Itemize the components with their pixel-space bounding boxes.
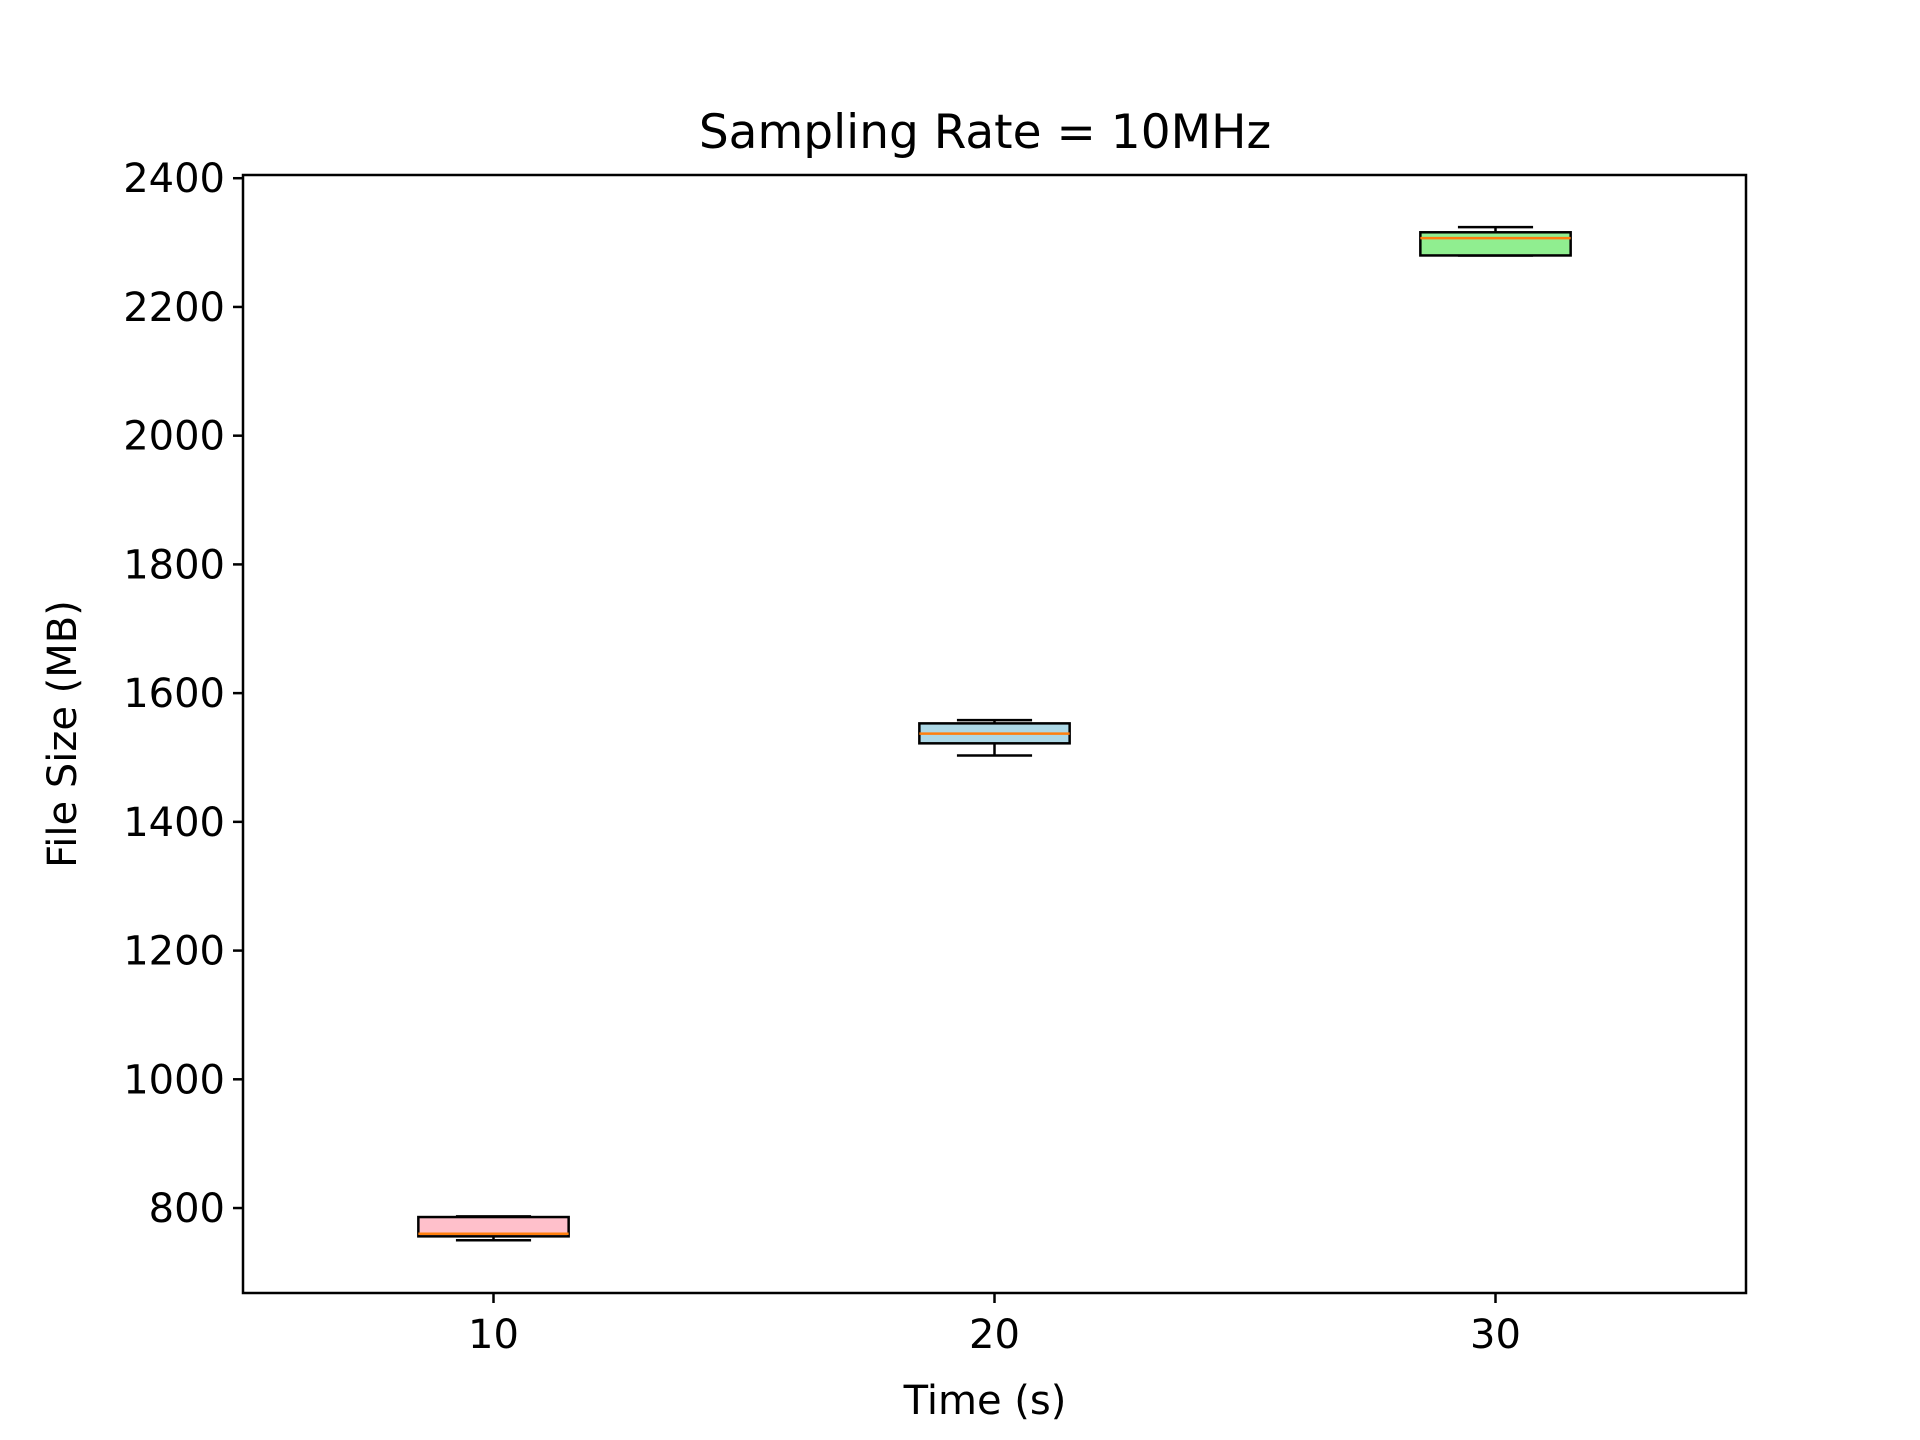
plot-area: 800 1000 1200 1400 1600 1800 2000 2200 2400 10 20… [123,156,1748,1358]
y-tick-label-1800: 1800 [123,542,225,588]
boxes-layer [417,225,1572,1242]
x-tick-label-30: 30 [1470,1312,1521,1358]
box-group-20 [918,718,1071,757]
x-tick-label-20: 20 [969,1312,1020,1358]
y-tick-label-1400: 1400 [123,800,225,846]
y-tick-label-2400: 2400 [123,156,225,202]
x-axis-ticks: 10 20 30 [468,1293,1521,1358]
box-10 [417,1215,570,1238]
y-tick-label-2200: 2200 [123,285,225,331]
y-tick-label-2000: 2000 [123,414,225,460]
x-tick-label-10: 10 [468,1312,519,1358]
y-tick-label-800: 800 [149,1186,225,1232]
box-group-30 [1419,225,1572,257]
box-30 [1419,231,1572,257]
chart-title: Sampling Rate = 10MHz [699,105,1271,160]
y-tick-label-1200: 1200 [123,929,225,975]
y-tick-label-1600: 1600 [123,671,225,717]
y-axis-ticks: 800 1000 1200 1400 1600 1800 2000 2200 2400 [123,156,243,1232]
y-axis-label: File Size (MB) [40,600,86,868]
y-tick-label-1000: 1000 [123,1057,225,1103]
box-group-10 [417,1215,570,1242]
x-axis-label: Time (s) [903,1378,1067,1424]
